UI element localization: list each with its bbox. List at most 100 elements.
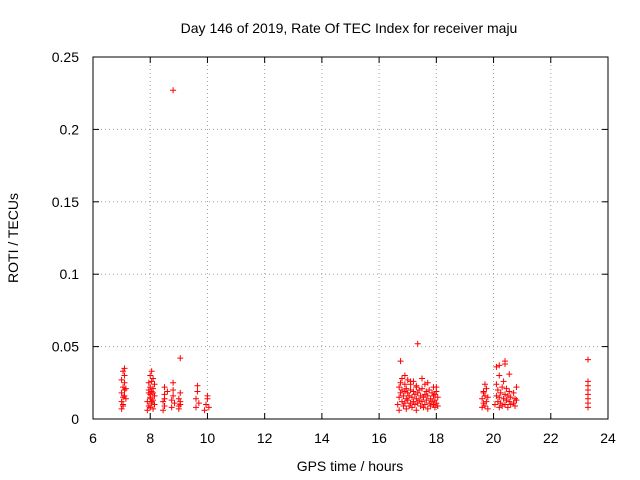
data-point xyxy=(121,379,128,386)
data-point xyxy=(434,394,441,401)
x-tick-labels: 6 8 10 12 14 16 18 20 22 24 xyxy=(89,430,616,446)
data-point xyxy=(493,381,500,388)
data-point xyxy=(506,371,513,378)
data-point xyxy=(397,389,404,396)
data-point xyxy=(147,384,154,391)
x-tick-label: 24 xyxy=(600,430,616,446)
data-point xyxy=(426,400,433,407)
data-point xyxy=(401,381,408,388)
data-point xyxy=(483,398,490,405)
data-point xyxy=(144,407,151,414)
data-point xyxy=(118,376,125,383)
data-point xyxy=(400,402,407,409)
data-point xyxy=(399,398,405,405)
data-point xyxy=(171,400,178,407)
data-point xyxy=(419,375,426,382)
data-point xyxy=(399,387,405,394)
data-point xyxy=(121,365,128,372)
data-point xyxy=(404,389,411,396)
chart-title: Day 146 of 2019, Rate Of TEC Index for r… xyxy=(181,20,518,36)
data-point xyxy=(175,395,182,402)
data-point xyxy=(150,389,157,396)
data-point xyxy=(431,404,438,411)
data-point xyxy=(416,397,423,404)
data-point xyxy=(414,389,421,396)
data-point xyxy=(161,395,168,402)
y-tick-label: 0.1 xyxy=(60,266,80,282)
data-point xyxy=(413,395,420,402)
data-point xyxy=(145,402,152,409)
data-point xyxy=(499,402,506,409)
data-point xyxy=(491,401,498,408)
data-point xyxy=(421,391,428,398)
data-point xyxy=(122,385,129,392)
x-tick-label: 6 xyxy=(89,430,97,446)
data-point xyxy=(203,401,210,408)
data-point xyxy=(510,389,517,396)
data-point xyxy=(195,400,202,407)
data-point xyxy=(399,375,405,382)
data-point xyxy=(513,397,520,404)
data-points xyxy=(118,87,591,414)
data-point xyxy=(121,387,128,394)
data-point xyxy=(484,405,491,412)
data-point xyxy=(396,384,403,391)
x-tick-label: 10 xyxy=(200,430,216,446)
data-point xyxy=(194,388,201,395)
data-point xyxy=(177,398,184,405)
data-point xyxy=(419,385,426,392)
data-point xyxy=(145,379,152,386)
data-point xyxy=(407,400,414,407)
axis-ticks xyxy=(92,56,609,420)
data-point xyxy=(423,397,430,404)
data-point xyxy=(406,392,413,399)
data-point xyxy=(496,404,503,411)
data-point xyxy=(496,394,503,401)
y-tick-labels: 0 0.05 0.1 0.15 0.2 0.25 xyxy=(52,49,79,427)
data-point xyxy=(493,363,500,370)
data-point xyxy=(500,378,507,385)
data-point xyxy=(494,387,501,394)
data-point xyxy=(409,404,416,411)
data-point xyxy=(160,398,167,405)
data-point xyxy=(423,388,430,395)
data-point xyxy=(121,372,128,379)
data-point xyxy=(410,398,417,405)
data-point xyxy=(503,385,510,392)
data-point xyxy=(411,391,418,398)
x-tick-label: 16 xyxy=(371,430,387,446)
data-point xyxy=(407,378,414,385)
data-point xyxy=(427,395,434,402)
data-point xyxy=(404,376,411,383)
data-point xyxy=(420,404,427,411)
data-point xyxy=(426,387,433,394)
data-point xyxy=(168,397,175,404)
data-point xyxy=(512,402,519,409)
data-point xyxy=(150,397,157,404)
data-point xyxy=(483,385,490,392)
data-point xyxy=(121,392,128,399)
data-point xyxy=(397,358,404,365)
data-point xyxy=(394,401,401,408)
y-axis-label: ROTI / TECUs xyxy=(5,193,21,283)
data-point xyxy=(151,381,158,388)
data-point xyxy=(120,402,127,409)
data-point xyxy=(496,372,503,379)
data-point xyxy=(493,392,500,399)
data-point xyxy=(401,388,408,395)
data-point xyxy=(194,382,201,389)
data-point xyxy=(168,404,175,411)
data-point xyxy=(497,400,504,407)
data-point xyxy=(145,387,152,394)
data-point xyxy=(151,401,158,408)
data-point xyxy=(502,358,508,365)
data-point xyxy=(118,389,125,396)
data-point xyxy=(147,404,154,411)
data-point xyxy=(421,401,428,408)
data-point xyxy=(429,389,436,396)
data-point xyxy=(504,392,511,399)
data-point xyxy=(403,385,410,392)
data-point xyxy=(205,404,212,411)
data-point xyxy=(400,392,407,399)
